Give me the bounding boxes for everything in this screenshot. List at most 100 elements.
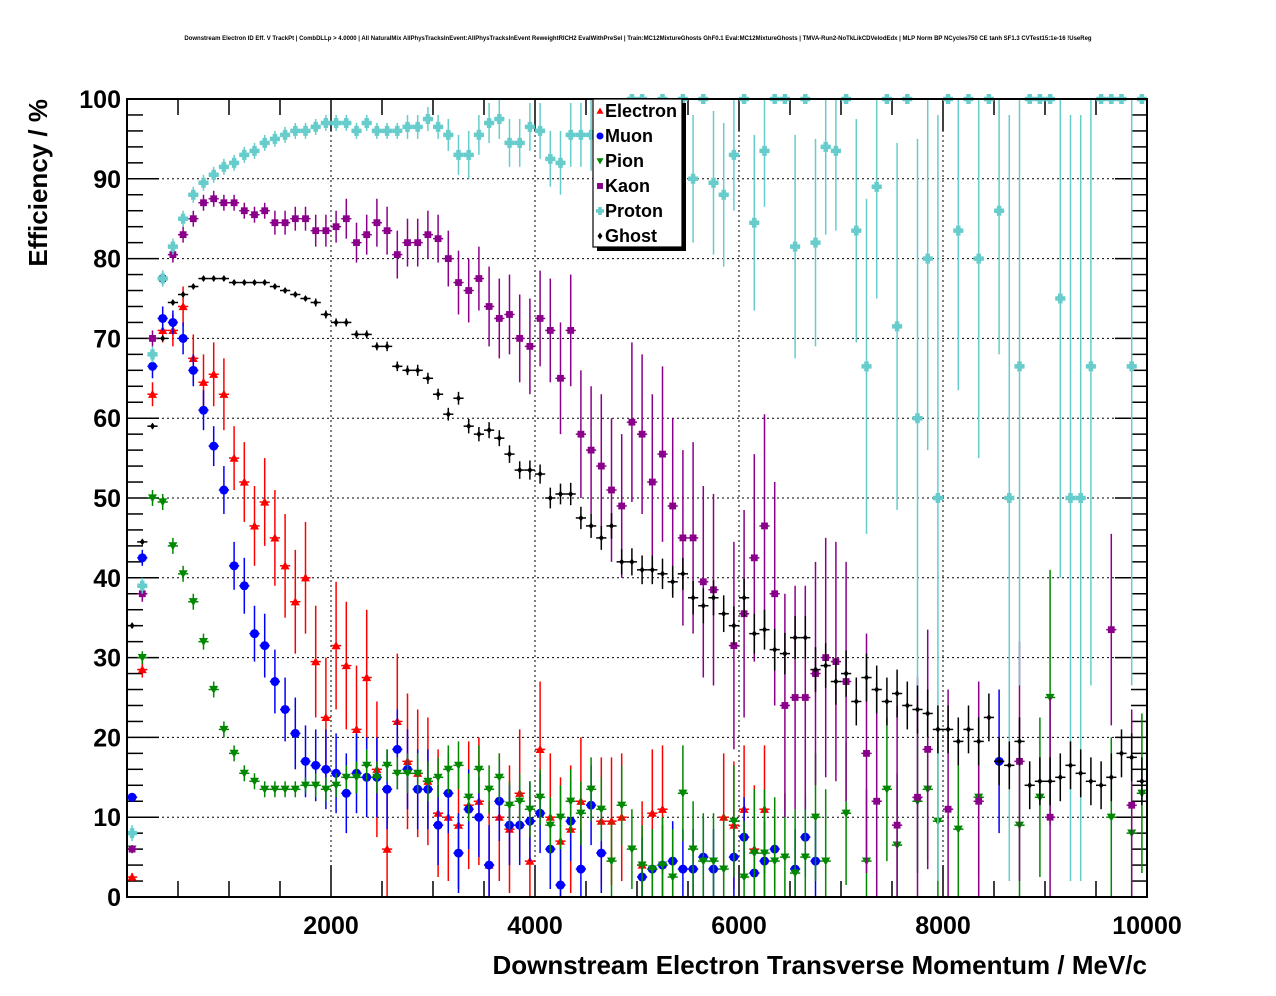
data-point	[932, 705, 943, 754]
data-point	[871, 99, 882, 299]
marker	[1088, 777, 1094, 785]
marker	[372, 773, 382, 782]
data-point	[708, 813, 719, 897]
data-point	[1014, 99, 1025, 686]
data-point	[626, 548, 637, 576]
marker	[597, 462, 605, 470]
x-tick-label: 6000	[711, 912, 767, 940]
data-point	[728, 541, 739, 750]
data-point	[208, 166, 219, 183]
marker	[219, 485, 229, 495]
marker	[494, 773, 504, 782]
data-point	[157, 270, 168, 287]
marker	[608, 486, 615, 494]
marker	[1098, 781, 1104, 789]
marker	[556, 813, 565, 822]
marker	[792, 634, 798, 642]
data-point	[861, 198, 872, 534]
marker	[169, 251, 177, 259]
data-point	[280, 781, 291, 798]
marker	[1057, 773, 1063, 781]
data-point	[341, 318, 352, 327]
data-point	[361, 114, 372, 131]
marker	[351, 125, 362, 136]
marker	[690, 594, 696, 602]
marker	[802, 634, 808, 642]
data-point	[1034, 757, 1045, 806]
marker	[884, 697, 890, 705]
marker	[516, 335, 524, 342]
data-point	[178, 210, 189, 227]
marker	[790, 869, 800, 878]
data-point	[575, 506, 586, 530]
data-point	[779, 632, 790, 675]
data-point	[382, 206, 393, 255]
marker	[320, 117, 331, 128]
marker	[423, 777, 433, 786]
marker	[495, 315, 503, 322]
y-axis-title: Efficiency / %	[23, 99, 53, 267]
marker	[290, 125, 301, 136]
marker	[331, 641, 341, 650]
marker	[303, 295, 308, 302]
data-point	[514, 118, 525, 167]
marker	[637, 861, 647, 870]
marker	[290, 785, 300, 794]
marker	[331, 781, 341, 790]
marker	[371, 125, 382, 136]
marker	[1075, 493, 1086, 503]
marker	[219, 389, 229, 398]
chart-title: Downstream Electron ID Eff. V TrackPt | …	[184, 36, 1092, 42]
marker	[230, 199, 238, 207]
marker	[476, 430, 482, 438]
marker	[270, 533, 280, 542]
marker	[535, 744, 545, 753]
marker	[342, 215, 350, 223]
marker	[179, 231, 187, 239]
marker	[718, 189, 729, 200]
data-point	[1075, 749, 1086, 798]
marker	[575, 129, 586, 140]
legend-item-kaon: Kaon	[597, 176, 650, 196]
data-point	[371, 198, 382, 247]
data-point	[229, 541, 240, 590]
marker	[252, 279, 257, 287]
marker	[200, 199, 207, 207]
data-point	[596, 777, 607, 842]
marker	[127, 872, 137, 881]
marker	[433, 820, 443, 830]
marker	[302, 215, 309, 223]
marker	[280, 561, 290, 570]
data-point	[473, 114, 484, 155]
marker	[229, 561, 239, 571]
marker	[473, 129, 484, 140]
data-point	[331, 773, 342, 798]
marker	[659, 450, 666, 458]
marker	[749, 849, 759, 858]
data-point	[269, 781, 280, 798]
data-point	[677, 557, 688, 590]
marker	[915, 705, 920, 713]
marker	[127, 828, 138, 839]
marker	[668, 873, 678, 882]
marker	[310, 121, 321, 132]
data-point	[331, 318, 342, 327]
data-point	[412, 364, 423, 376]
marker	[178, 333, 188, 343]
marker	[1126, 361, 1137, 372]
marker	[137, 654, 147, 663]
data-point	[749, 134, 760, 311]
marker	[945, 725, 951, 733]
data-point	[280, 210, 291, 235]
marker	[760, 849, 769, 858]
y-tick-label: 30	[93, 645, 121, 673]
marker	[892, 321, 903, 332]
marker	[486, 426, 492, 434]
marker	[953, 225, 964, 236]
data-point	[208, 426, 219, 467]
marker	[873, 797, 881, 805]
marker	[301, 756, 310, 766]
marker	[699, 578, 707, 586]
marker	[341, 788, 351, 798]
data-point	[953, 749, 964, 897]
